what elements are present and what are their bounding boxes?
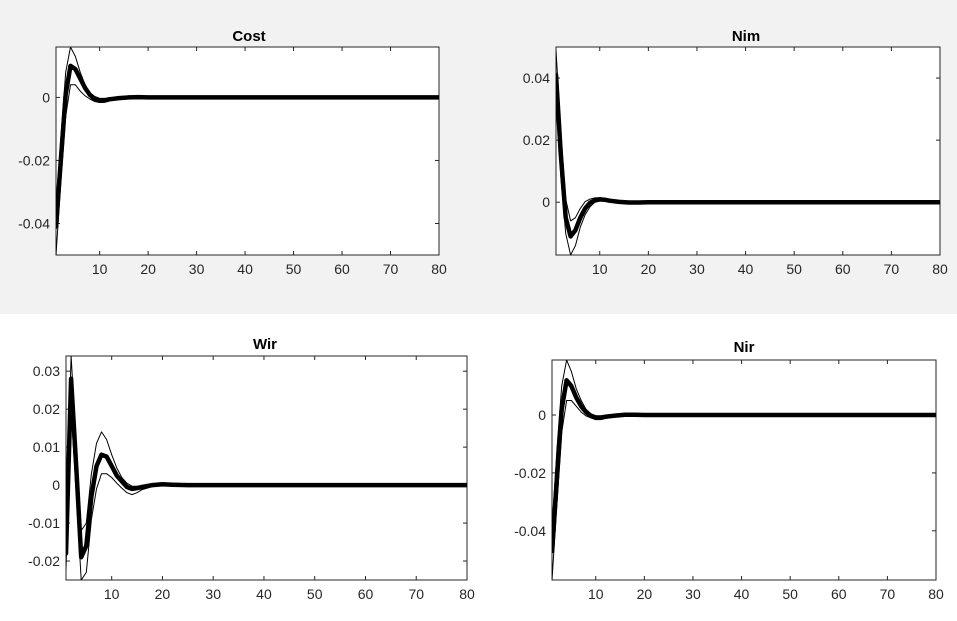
x-tick-label: 60 bbox=[831, 586, 847, 602]
plot-area bbox=[551, 359, 937, 581]
panel-nir: Nir 10 20 30 40 50 60 70 80 0 -0.02 -0.04 bbox=[514, 339, 944, 602]
x-tick-label: 40 bbox=[237, 261, 253, 277]
y-tick-label: -0.04 bbox=[514, 523, 546, 539]
plot-area bbox=[55, 46, 440, 256]
wir-response-line bbox=[66, 376, 467, 560]
x-tick-label: 70 bbox=[880, 586, 896, 602]
x-tick-label: 40 bbox=[738, 261, 754, 277]
y-tick-label: 0 bbox=[542, 194, 550, 210]
y-tick-label: 0.02 bbox=[523, 132, 550, 148]
x-tick-label: 70 bbox=[408, 586, 424, 602]
x-tick-label: 30 bbox=[685, 586, 701, 602]
chart-title: Nim bbox=[732, 28, 760, 45]
x-tick-label: 10 bbox=[92, 261, 108, 277]
nir-response-line bbox=[552, 378, 936, 554]
plot-area bbox=[65, 355, 468, 581]
x-tick-label: 20 bbox=[140, 261, 156, 277]
x-tick-label: 30 bbox=[689, 261, 705, 277]
y-tick-label: -0.02 bbox=[18, 152, 50, 168]
y-tick-label: -0.02 bbox=[514, 465, 546, 481]
x-tick-label: 10 bbox=[588, 586, 604, 602]
y-tick-label: 0.04 bbox=[523, 70, 550, 86]
x-tick-label: 60 bbox=[334, 261, 350, 277]
x-tick-label: 30 bbox=[205, 586, 221, 602]
y-tick-label: 0.01 bbox=[33, 439, 60, 455]
x-tick-label: 60 bbox=[835, 261, 851, 277]
chart-title: Wir bbox=[253, 336, 277, 353]
panel-cost: Cost 10 20 30 40 50 60 70 80 0 -0.02 -0.04 bbox=[18, 28, 447, 277]
x-tick-label: 80 bbox=[932, 261, 948, 277]
panel-wir: Wir 10 20 30 40 50 60 70 80 0.03 0.02 0.01 0 -0.01 -0… bbox=[28, 336, 475, 602]
y-tick-label: 0 bbox=[538, 407, 546, 423]
x-tick-label: 80 bbox=[459, 586, 475, 602]
plot-area bbox=[555, 46, 941, 256]
x-tick-label: 30 bbox=[189, 261, 205, 277]
x-tick-label: 20 bbox=[637, 586, 653, 602]
x-tick-label: 50 bbox=[307, 586, 323, 602]
x-tick-label: 50 bbox=[286, 261, 302, 277]
y-tick-label: -0.01 bbox=[28, 515, 60, 531]
x-tick-label: 80 bbox=[431, 261, 447, 277]
y-tick-label: -0.02 bbox=[28, 553, 60, 569]
x-tick-label: 50 bbox=[782, 586, 798, 602]
x-tick-label: 70 bbox=[383, 261, 399, 277]
x-tick-label: 10 bbox=[592, 261, 608, 277]
y-tick-label: 0 bbox=[52, 477, 60, 493]
x-tick-label: 80 bbox=[928, 586, 944, 602]
cost-response-line bbox=[56, 63, 439, 229]
x-tick-label: 20 bbox=[641, 261, 657, 277]
y-tick-label: 0.03 bbox=[33, 363, 60, 379]
panel-nim: Nim 10 20 30 40 50 60 70 80 0.04 0.02 0 bbox=[523, 28, 948, 277]
x-tick-label: 20 bbox=[155, 586, 171, 602]
x-tick-label: 50 bbox=[786, 261, 802, 277]
chart-title: Cost bbox=[232, 28, 265, 45]
y-tick-label: 0 bbox=[42, 89, 50, 105]
x-tick-label: 60 bbox=[358, 586, 374, 602]
y-tick-label: 0.02 bbox=[33, 401, 60, 417]
nim-response-line bbox=[556, 72, 940, 239]
x-tick-label: 40 bbox=[256, 586, 272, 602]
chart-title: Nir bbox=[734, 339, 755, 356]
x-tick-label: 70 bbox=[884, 261, 900, 277]
y-tick-label: -0.04 bbox=[18, 215, 50, 231]
x-tick-label: 40 bbox=[734, 586, 750, 602]
x-tick-label: 10 bbox=[104, 586, 120, 602]
